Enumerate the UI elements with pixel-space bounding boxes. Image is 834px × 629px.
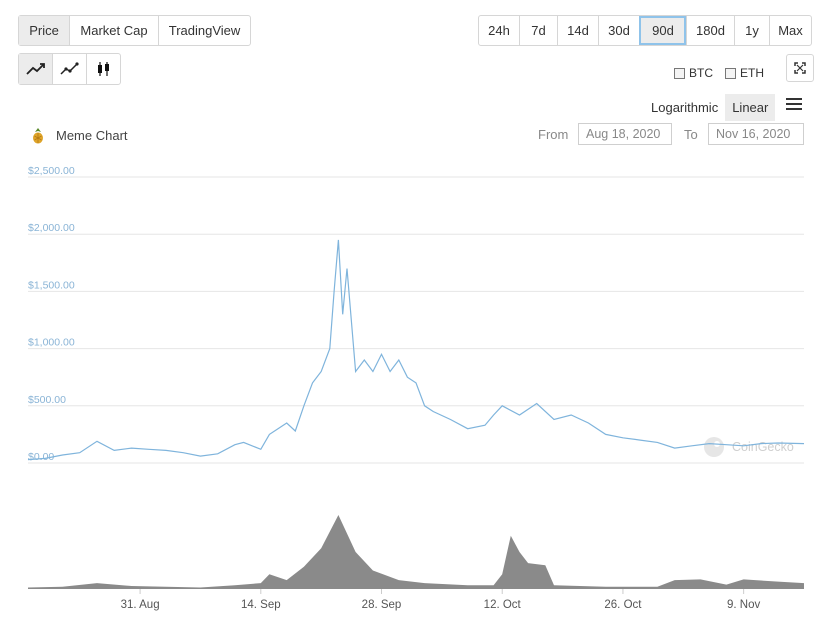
y-tick-label: $500.00 [28, 394, 66, 406]
watermark: CoinGecko [704, 437, 794, 457]
compare-eth-checkbox[interactable]: ETH [725, 66, 764, 80]
coin-name: Meme Chart [56, 128, 128, 143]
chart-grid [28, 176, 804, 464]
line-chart-icon[interactable] [19, 54, 52, 84]
range-max[interactable]: Max [769, 16, 811, 45]
coingecko-logo-icon [704, 437, 724, 457]
range-90d[interactable]: 90d [639, 16, 686, 45]
from-date-input[interactable]: Aug 18, 2020 [578, 123, 672, 145]
to-label: To [684, 127, 698, 142]
chart-tabs: Price Market Cap TradingView [18, 15, 251, 46]
x-tick-label: 28. Sep [362, 599, 402, 611]
compare-btc-label: BTC [689, 66, 713, 80]
watermark-text: CoinGecko [732, 440, 794, 454]
menu-icon[interactable] [786, 98, 802, 112]
x-tick-label: 31. Aug [121, 599, 160, 611]
y-tick-label: $0.00 [28, 451, 54, 463]
y-tick-label: $2,000.00 [28, 222, 75, 234]
to-date-input[interactable]: Nov 16, 2020 [708, 123, 804, 145]
range-14d[interactable]: 14d [557, 16, 598, 45]
coin-logo-icon [31, 127, 45, 149]
x-tick-label: 9. Nov [727, 599, 760, 611]
volume-bars [28, 515, 804, 589]
range-1y[interactable]: 1y [734, 16, 769, 45]
range-180d[interactable]: 180d [686, 16, 734, 45]
tab-price[interactable]: Price [19, 16, 69, 45]
scale-linear[interactable]: Linear [725, 94, 776, 121]
y-tick-label: $2,500.00 [28, 165, 75, 177]
ohlc-line-icon[interactable] [52, 54, 86, 84]
compare-btc-checkbox[interactable]: BTC [674, 66, 713, 80]
candlestick-icon[interactable] [86, 54, 120, 84]
tab-tradingview[interactable]: TradingView [158, 16, 250, 45]
range-24h[interactable]: 24h [488, 23, 510, 38]
from-label: From [538, 127, 569, 142]
range-7d[interactable]: 7d [519, 16, 557, 45]
checkbox-box [674, 67, 685, 79]
checkbox-box [725, 67, 736, 79]
y-tick-label: $1,000.00 [28, 337, 75, 349]
scale-logarithmic[interactable]: Logarithmic [651, 100, 719, 115]
x-tick-label: 12. Oct [484, 599, 522, 611]
fullscreen-icon[interactable] [786, 54, 814, 82]
y-axis-labels: $0.00 $500.00 $1,000.00 $1,500.00 $2,000.00 $… [28, 165, 75, 463]
scale-selector: Logarithmic Linear [644, 94, 776, 121]
price-line [27, 239, 805, 461]
x-axis-labels: 31. Aug 14. Sep 28. Sep 12. Oct 26. Oct 9. No… [121, 589, 761, 611]
volume-area [28, 515, 804, 589]
chart-type-selector [18, 53, 121, 85]
x-tick-label: 26. Oct [604, 599, 642, 611]
x-tick-label: 14. Sep [241, 599, 281, 611]
y-tick-label: $1,500.00 [28, 279, 75, 291]
tab-market-cap[interactable]: Market Cap [69, 16, 158, 45]
compare-eth-label: ETH [740, 66, 764, 80]
range-selector: 24h 7d 14d 30d 90d 180d 1y Max [478, 15, 812, 46]
range-30d[interactable]: 30d [598, 16, 639, 45]
